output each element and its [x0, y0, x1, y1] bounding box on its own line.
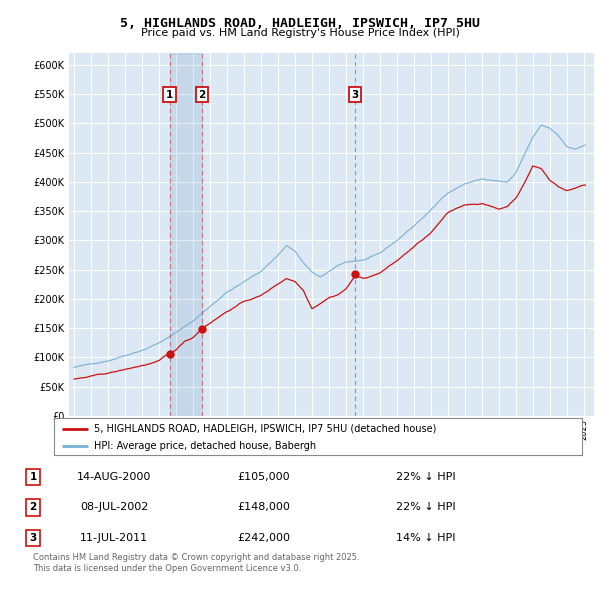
Text: 11-JUL-2011: 11-JUL-2011	[80, 533, 148, 543]
Text: £148,000: £148,000	[238, 503, 290, 512]
Text: 2: 2	[198, 90, 205, 100]
Bar	[170, 53, 202, 416]
Text: Contains HM Land Registry data © Crown copyright and database right 2025.
This d: Contains HM Land Registry data © Crown c…	[33, 553, 359, 573]
Text: 1: 1	[29, 472, 37, 481]
Text: 22% ↓ HPI: 22% ↓ HPI	[396, 503, 455, 512]
Text: 3: 3	[29, 533, 37, 543]
Text: 5, HIGHLANDS ROAD, HADLEIGH, IPSWICH, IP7 5HU (detached house): 5, HIGHLANDS ROAD, HADLEIGH, IPSWICH, IP…	[94, 424, 436, 434]
Text: Price paid vs. HM Land Registry's House Price Index (HPI): Price paid vs. HM Land Registry's House …	[140, 28, 460, 38]
Text: 22% ↓ HPI: 22% ↓ HPI	[396, 472, 455, 481]
Text: 5, HIGHLANDS ROAD, HADLEIGH, IPSWICH, IP7 5HU: 5, HIGHLANDS ROAD, HADLEIGH, IPSWICH, IP…	[120, 17, 480, 30]
Text: 2: 2	[29, 503, 37, 512]
Text: 1: 1	[166, 90, 173, 100]
Text: 3: 3	[351, 90, 358, 100]
Text: £242,000: £242,000	[238, 533, 290, 543]
Text: HPI: Average price, detached house, Babergh: HPI: Average price, detached house, Babe…	[94, 441, 316, 451]
Text: 08-JUL-2002: 08-JUL-2002	[80, 503, 148, 512]
Text: 14-AUG-2000: 14-AUG-2000	[77, 472, 151, 481]
Text: £105,000: £105,000	[238, 472, 290, 481]
Text: 14% ↓ HPI: 14% ↓ HPI	[396, 533, 455, 543]
